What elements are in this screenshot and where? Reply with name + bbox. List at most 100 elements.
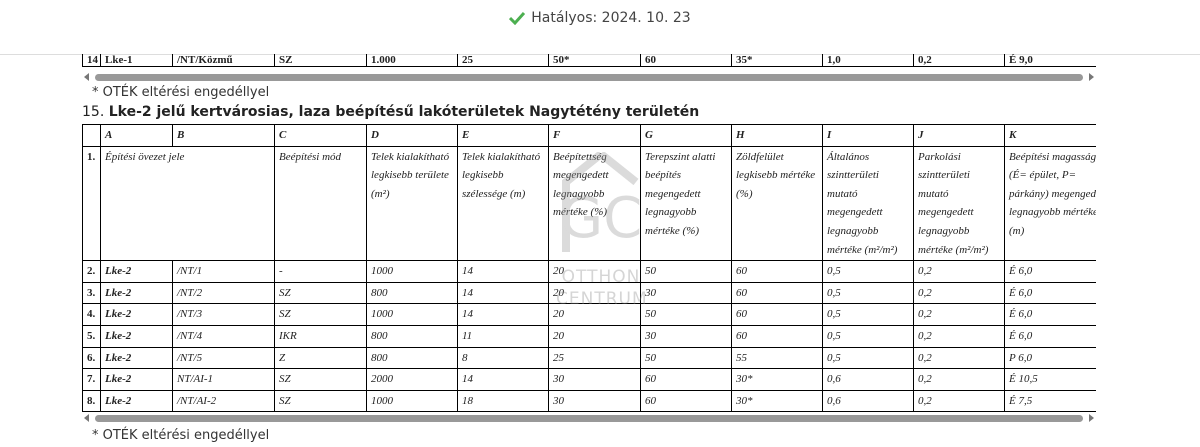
cell: 14 (457, 260, 549, 283)
cell: 0,2 (913, 389, 1005, 413)
cell: 0,6 (822, 368, 914, 391)
header-cell: Telek kialakítható legkisebb szélessége … (457, 145, 549, 262)
cell: 5. (82, 324, 101, 348)
column-letter: K (1004, 124, 1096, 147)
column-letter: I (822, 124, 914, 147)
footnote: * OTÉK eltérési engedéllyel (92, 85, 270, 100)
header-cell: Terepszint alatti beépítés megengedett l… (640, 145, 732, 262)
cell: 1000 (366, 260, 458, 283)
cell: Lke-2 (100, 324, 173, 348)
check-icon (509, 11, 526, 25)
footnote: * OTÉK eltérési engedéllyel (92, 428, 270, 443)
cell: 14 (457, 368, 549, 391)
cell: 1,0 (822, 54, 914, 67)
cell: 30* (731, 368, 823, 391)
scroll-right[interactable] (1086, 72, 1096, 82)
row: 14 Lke-1/NT/Közmű SZ 1.000 25 50* 60 35* 1,0 0,2 É… (82, 54, 1096, 67)
status-bar: Hatályos: 2024. 10. 23 (0, 0, 1200, 55)
cell: 20 (548, 324, 641, 348)
cell: 50 (640, 346, 732, 370)
row: 5. Lke-2/NT/4 IKR 800 11 20 30 60 0,5 0,2 É 6,0 (82, 324, 1096, 348)
scroll-left[interactable] (82, 72, 92, 82)
cell: 1000 (366, 303, 458, 326)
column-letter: A (100, 124, 173, 147)
scroll-thumb[interactable] (95, 74, 1083, 81)
column-letter: B (172, 124, 275, 147)
header-cell: Parkolási szintterületi mutató megengede… (913, 145, 1005, 262)
cell: 4. (82, 303, 101, 326)
cell: 11 (457, 324, 549, 348)
cell: 14 (457, 303, 549, 326)
cell: 60 (731, 324, 823, 348)
cell: 50 (640, 260, 732, 283)
cell: É 6,0 (1004, 281, 1096, 305)
cell: É 6,0 (1004, 260, 1096, 283)
scroll-thumb[interactable] (95, 415, 1083, 422)
row: 2. Lke-2/NT/1-1000 14 20 50 60 0,5 0,2 É 6,0 (82, 260, 1096, 283)
cell: 2. (82, 260, 101, 283)
scrollbar[interactable] (82, 72, 1096, 82)
cell: /NT/Közmű (172, 54, 275, 67)
cell: 35* (731, 54, 823, 67)
cell: 800 (366, 324, 458, 348)
column-letter: H (731, 124, 823, 147)
scrollbar[interactable] (82, 413, 1096, 423)
cell: 14 (457, 281, 549, 305)
cell: 60 (731, 303, 823, 326)
cell: 20 (548, 281, 641, 305)
column-letter: J (913, 124, 1005, 147)
row: 6. Lke-2/NT/5 Z 800 8 25 50 55 0,5 0,2 P 6,0 (82, 346, 1096, 370)
cell: 18 (457, 389, 549, 413)
cell: 1000 (366, 389, 458, 413)
cell: /NT/5 (172, 346, 275, 370)
cell: /NT/2 (172, 281, 275, 305)
cell: 60 (731, 281, 823, 305)
cell: SZ (274, 281, 367, 305)
cell: 0,5 (822, 260, 914, 283)
cell: SZ (274, 303, 367, 326)
cell: SZ (274, 54, 367, 67)
cell: 30 (548, 368, 641, 391)
cell: É 7,5 (1004, 389, 1096, 413)
cell: 0,5 (822, 324, 914, 348)
cell: NT/AI-1 (172, 368, 275, 391)
cell: É 6,0 (1004, 303, 1096, 326)
scroll-left[interactable] (82, 413, 92, 423)
cell: 0,2 (913, 346, 1005, 370)
cell: É 6,0 (1004, 324, 1096, 348)
cell: 0,2 (913, 368, 1005, 391)
cell: 30 (640, 281, 732, 305)
cell: Lke-2 (100, 303, 173, 326)
header-cell: 1. (82, 145, 101, 262)
cell: 0,2 (913, 303, 1005, 326)
table-wrap: A B C D E F G H I J K 1. Építési övezet jele Beépítés… (82, 124, 1096, 414)
table: A B C D E F G H I J K 1. Építési övezet jele Beépítés… (82, 124, 1096, 413)
cell: Z (274, 346, 367, 370)
status-label: Hatályos: 2024. 10. 23 (531, 10, 691, 26)
cell: SZ (274, 368, 367, 391)
scroll-right[interactable] (1086, 413, 1096, 423)
cell: 0,5 (822, 346, 914, 370)
cell: 20 (548, 260, 641, 283)
cell: Lke-1 (100, 54, 173, 67)
cell: É 9,0 (1004, 54, 1096, 67)
cell: 25 (457, 54, 549, 67)
column-letter: F (548, 124, 641, 147)
cell: 0,5 (822, 281, 914, 305)
cell: 60 (731, 260, 823, 283)
cell: 30 (548, 389, 641, 413)
cell: 8. (82, 389, 101, 413)
cell: 60 (640, 54, 732, 67)
cell: 800 (366, 346, 458, 370)
header-cell: Beépítési magasság (É= épület, P= párkán… (1004, 145, 1096, 262)
cell: 30* (731, 389, 823, 413)
row: 4. Lke-2/NT/3 SZ 1000 14 20 50 60 0,5 0,2 É 6,0 (82, 303, 1096, 326)
cell: Lke-2 (100, 346, 173, 370)
header-cell: Általános szintterületi mutató megengede… (822, 145, 914, 262)
cell: 20 (548, 303, 641, 326)
cell: 3. (82, 281, 101, 305)
section-title: Lke-2 jelű kertvárosias, laza beépítésű … (108, 104, 700, 120)
